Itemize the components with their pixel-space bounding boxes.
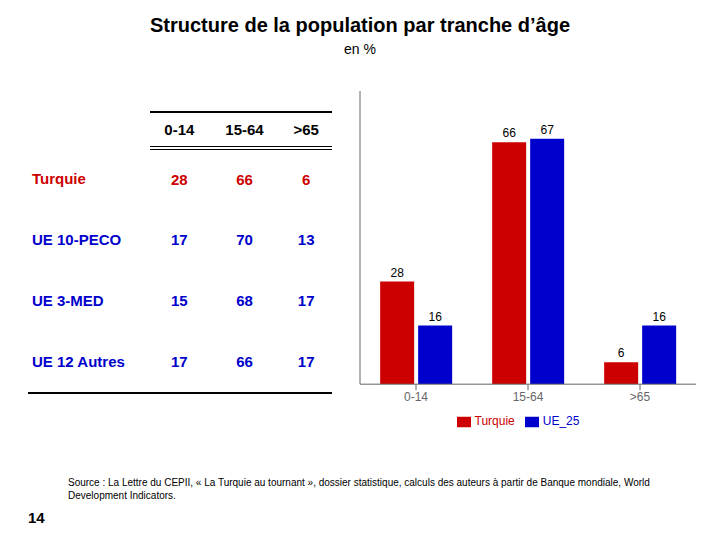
- svg-text:16: 16: [652, 310, 666, 324]
- html-text:17: 17: [171, 352, 188, 370]
- html-text:66: 66: [236, 352, 253, 370]
- svg-text:16: 16: [428, 310, 442, 324]
- html-text:UE 12 Autres: UE 12 Autres: [32, 352, 125, 370]
- svg-text:15-64: 15-64: [513, 390, 544, 404]
- html-text:0-14: 0-14: [164, 120, 195, 138]
- svg-text:>65: >65: [630, 390, 651, 404]
- svg-text:66: 66: [502, 126, 516, 140]
- svg-text:67: 67: [540, 123, 554, 137]
- html-text:Source : La Lettre du CEPII, «: Source : La Lettre du CEPII, « La Turqui…: [68, 477, 650, 501]
- html-text:6: 6: [302, 170, 311, 188]
- html-text:UE 10-PECO: UE 10-PECO: [32, 230, 122, 248]
- html-text:66: 66: [236, 170, 253, 188]
- html-text:Turquie: Turquie: [474, 414, 515, 429]
- html-text:70: 70: [236, 230, 253, 248]
- html-text:15: 15: [171, 291, 188, 309]
- html-text:Structure de la population par: Structure de la population par tranche d…: [150, 14, 570, 36]
- html-text:28: 28: [171, 170, 188, 188]
- html-text:>65: >65: [293, 120, 319, 138]
- html-text:UE 3-MED: UE 3-MED: [32, 291, 104, 309]
- html-text:14: 14: [28, 509, 45, 526]
- html-text:en %: en %: [344, 41, 376, 57]
- svg-text:0-14: 0-14: [404, 390, 428, 404]
- html-text:15-64: 15-64: [225, 120, 264, 138]
- html-text:17: 17: [297, 291, 315, 309]
- html-text:17: 17: [297, 352, 315, 370]
- html-text:68: 68: [236, 291, 253, 309]
- svg-text:28: 28: [390, 266, 404, 280]
- svg-text:6: 6: [618, 346, 625, 360]
- html-text:UE_25: UE_25: [542, 414, 580, 429]
- html-text:Turquie: Turquie: [32, 169, 86, 187]
- html-text:17: 17: [171, 230, 188, 248]
- html-text:13: 13: [297, 230, 315, 248]
